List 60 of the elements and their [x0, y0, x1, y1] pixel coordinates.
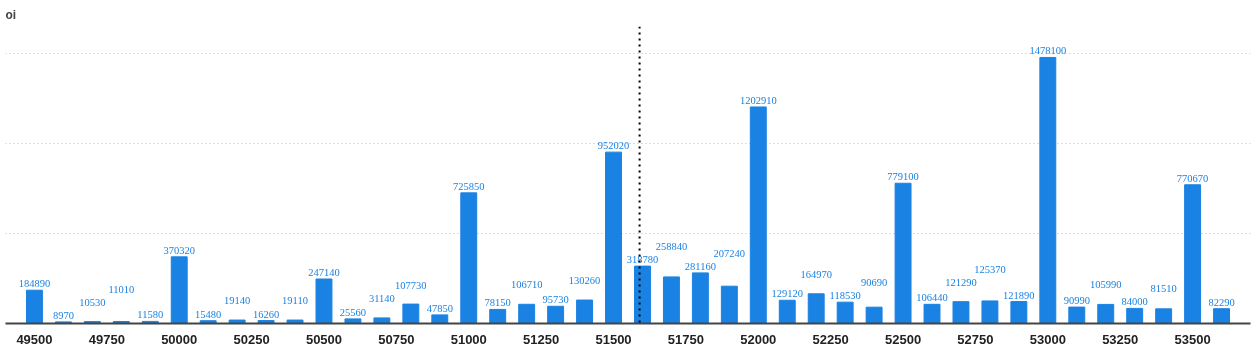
data-label: 31140	[368, 292, 395, 304]
data-label: 19140	[224, 295, 251, 307]
data-label: 1202910	[739, 94, 777, 106]
x-tick-label: 52750	[957, 331, 994, 346]
data-label: 95730	[542, 294, 569, 306]
data-label: 25560	[339, 306, 367, 318]
data-label: 184890	[18, 278, 51, 290]
data-label: 118530	[829, 290, 861, 302]
data-label: 207240	[713, 248, 746, 260]
data-label: 125370	[974, 263, 1006, 275]
data-label: 1478100	[1029, 45, 1067, 57]
data-label: 258840	[655, 241, 688, 253]
x-tick-label: 53250	[1102, 331, 1139, 346]
data-label: 11010	[108, 283, 135, 295]
data-label: 725850	[453, 180, 485, 192]
data-label: 106710	[510, 279, 543, 291]
data-label: 15480	[195, 308, 222, 320]
data-label: 11580	[137, 309, 164, 321]
data-label: 8970	[52, 309, 74, 321]
data-label: 82290	[1208, 296, 1235, 308]
x-tick-label: 51250	[523, 331, 560, 346]
data-label: 106440	[916, 292, 948, 304]
y-axis-title: oi	[5, 7, 17, 22]
data-label: 105990	[1089, 279, 1122, 291]
data-label: 129120	[771, 288, 803, 300]
data-label: 78150	[484, 297, 511, 309]
data-label: 16260	[252, 308, 280, 320]
data-label: 10530	[79, 296, 106, 308]
x-tick-label: 49750	[88, 331, 125, 346]
data-label: 281160	[684, 260, 716, 272]
x-tick-label: 52500	[884, 331, 922, 346]
data-label: 370320	[163, 244, 195, 256]
data-label: 107730	[395, 279, 427, 291]
data-label: 90990	[1063, 295, 1090, 307]
x-tick-label: 51750	[667, 331, 704, 346]
data-label: 779100	[887, 171, 919, 183]
x-tick-label: 50500	[305, 331, 343, 346]
data-label: 19110	[282, 295, 308, 307]
x-tick-label: 52250	[812, 331, 849, 346]
x-tick-label: 53000	[1029, 331, 1066, 346]
data-label: 247140	[308, 267, 340, 279]
data-label: 318780	[626, 254, 659, 266]
data-label: 121290	[945, 276, 977, 288]
data-label: 90690	[860, 277, 888, 289]
x-tick-label: 50750	[378, 331, 415, 346]
data-label: 164970	[800, 268, 832, 280]
x-tick-label: 52000	[740, 331, 777, 346]
data-label: 47850	[426, 302, 453, 314]
data-label: 130260	[568, 275, 601, 287]
x-tick-label: 49500	[16, 331, 53, 346]
x-tick-label: 51500	[595, 331, 632, 346]
x-tick-label: 53500	[1174, 331, 1211, 346]
data-label: 121890	[1003, 289, 1035, 301]
data-label: 952020	[597, 140, 630, 152]
x-tick-label: 51000	[450, 331, 487, 346]
x-tick-label: 50250	[233, 331, 270, 346]
data-label: 81510	[1150, 283, 1177, 295]
x-tick-label: 50000	[161, 331, 198, 346]
data-label: 770670	[1176, 172, 1209, 184]
data-label: 84000	[1121, 296, 1148, 308]
